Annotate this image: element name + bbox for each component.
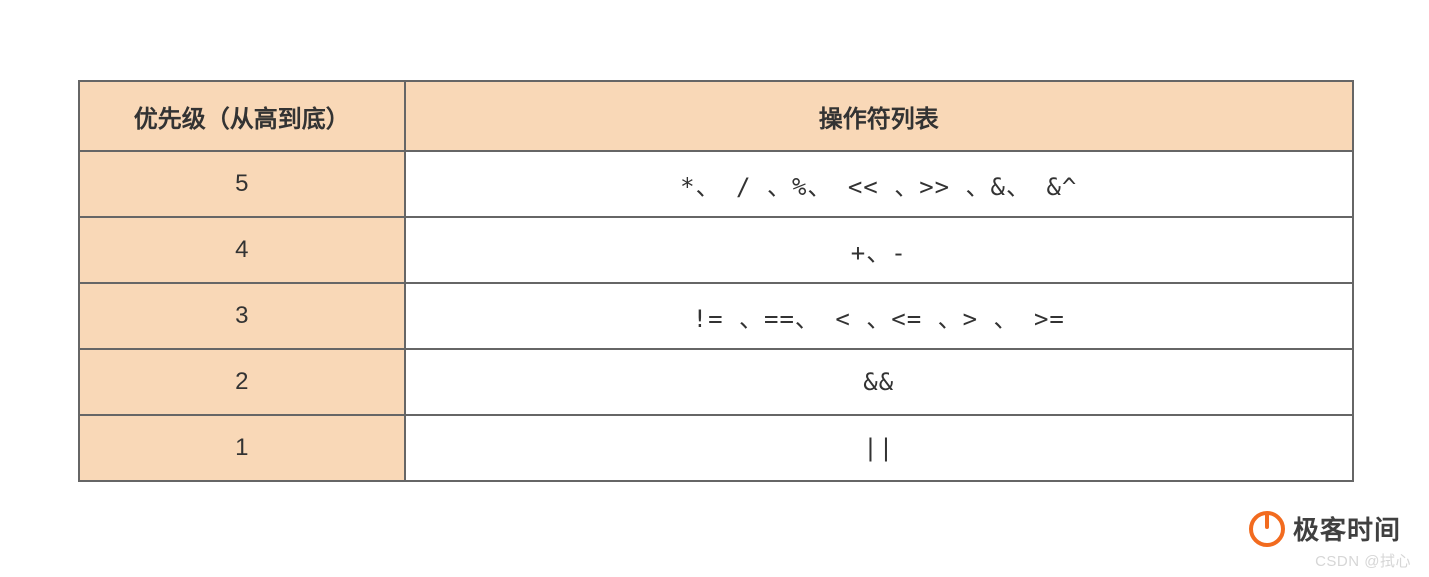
operators-cell: != 、==、 < 、<= 、> 、 >=	[405, 283, 1353, 349]
geektime-logo: 极客时间	[1249, 510, 1401, 547]
header-priority: 优先级（从高到底）	[79, 81, 405, 151]
table-row: 1 ||	[79, 415, 1353, 481]
table-row: 4 +、-	[79, 217, 1353, 283]
priority-cell: 2	[79, 349, 405, 415]
table-row: 3 != 、==、 < 、<= 、> 、 >=	[79, 283, 1353, 349]
table-row: 2 &&	[79, 349, 1353, 415]
priority-cell: 4	[79, 217, 405, 283]
operators-cell: &&	[405, 349, 1353, 415]
operator-precedence-table: 优先级（从高到底） 操作符列表 5 *、 / 、%、 << 、>> 、&、 &^…	[78, 80, 1354, 482]
operators-cell: +、-	[405, 217, 1353, 283]
priority-cell: 3	[79, 283, 405, 349]
header-operators: 操作符列表	[405, 81, 1353, 151]
operators-cell: *、 / 、%、 << 、>> 、&、 &^	[405, 151, 1353, 217]
priority-cell: 5	[79, 151, 405, 217]
logo-text: 极客时间	[1293, 510, 1401, 547]
table-row: 5 *、 / 、%、 << 、>> 、&、 &^	[79, 151, 1353, 217]
operators-cell: ||	[405, 415, 1353, 481]
power-icon	[1249, 511, 1285, 547]
priority-cell: 1	[79, 415, 405, 481]
csdn-watermark: CSDN @拭心	[1315, 550, 1411, 571]
table-header-row: 优先级（从高到底） 操作符列表	[79, 81, 1353, 151]
